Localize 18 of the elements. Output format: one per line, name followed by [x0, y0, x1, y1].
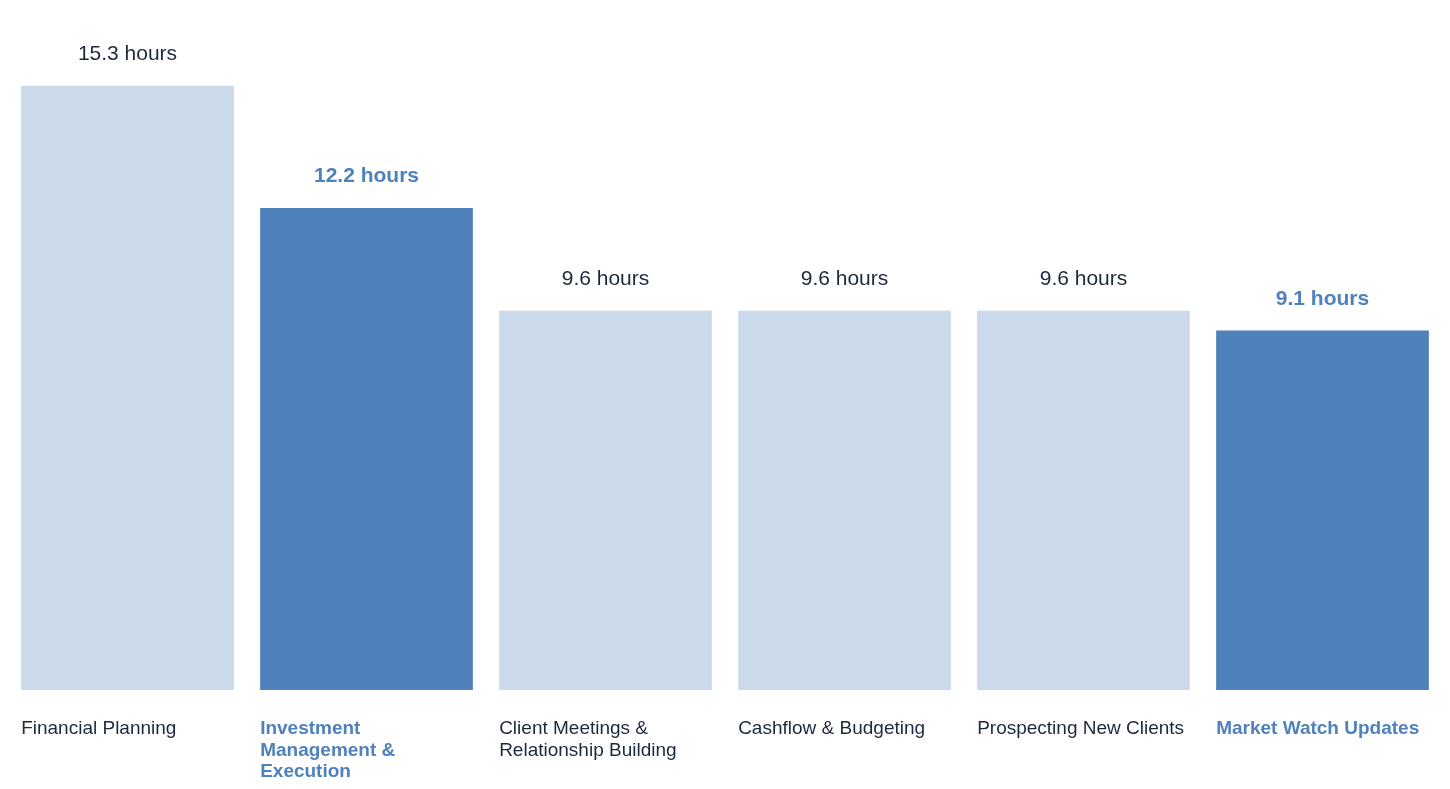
x-tick-label: Market Watch Updates: [1216, 717, 1420, 738]
bar: [499, 310, 712, 690]
bar: [21, 85, 234, 690]
x-tick-label: Investment Management & Execution: [260, 717, 396, 781]
data-label: 9.6 hours: [561, 265, 650, 289]
data-label: 15.3 hours: [77, 40, 178, 64]
bar: [977, 310, 1190, 690]
bar: [1216, 330, 1429, 690]
bar: [738, 310, 951, 690]
data-label: 9.1 hours: [1275, 285, 1370, 309]
x-tick-label: Prospecting New Clients: [977, 717, 1185, 738]
x-tick-label: Financial Planning: [21, 717, 177, 738]
x-tick-label: Cashflow & Budgeting: [738, 717, 926, 738]
data-label: 9.6 hours: [800, 265, 889, 289]
bar: [260, 208, 473, 690]
data-label: 9.6 hours: [1039, 265, 1128, 289]
data-label: 12.2 hours: [313, 163, 420, 187]
x-tick-label: Client Meetings & Relationship Building: [499, 717, 677, 760]
